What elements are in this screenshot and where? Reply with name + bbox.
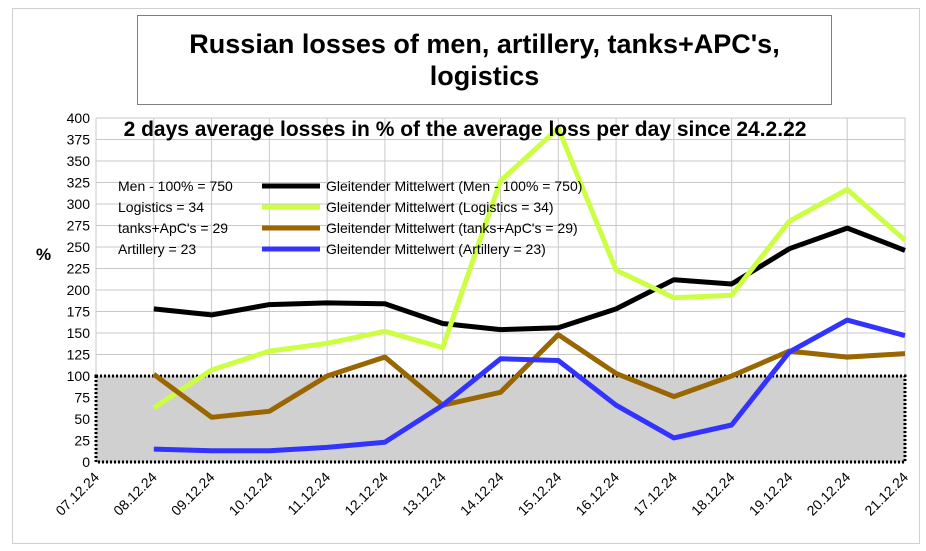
x-tick-label: 12.12.24 — [341, 469, 391, 519]
chart-subtitle: 2 days average losses in % of the averag… — [123, 118, 807, 141]
y-tick-label: 400 — [67, 110, 91, 126]
legend-entry: Gleitender Mittelwert (Men - 100% = 750) — [326, 178, 582, 194]
legend-entry: Gleitender Mittelwert (Logistics = 34) — [326, 199, 554, 215]
legend-entry: Gleitender Mittelwert (Artillery = 23) — [326, 241, 546, 257]
x-tick-label: 20.12.24 — [803, 469, 853, 519]
y-tick-label: 125 — [67, 347, 91, 363]
y-tick-label: 350 — [67, 153, 91, 169]
x-tick-label: 10.12.24 — [226, 469, 276, 519]
x-tick-label: 17.12.24 — [630, 469, 680, 519]
y-tick-label: 325 — [67, 175, 91, 191]
chart-title-box: Russian losses of men, artillery, tanks+… — [137, 15, 832, 105]
y-tick-label: 300 — [67, 196, 91, 212]
x-tick-label: 07.12.24 — [52, 469, 102, 519]
y-tick-label: 225 — [67, 261, 91, 277]
series-line-3 — [153, 317, 906, 454]
x-tick-label: 13.12.24 — [399, 469, 449, 519]
legend-note: Men - 100% = 750 — [118, 178, 233, 194]
y-tick-label: 100 — [67, 368, 91, 384]
legend-note: tanks+ApC's = 29 — [118, 220, 228, 236]
chart-title: Russian losses of men, artillery, tanks+… — [189, 29, 780, 91]
y-tick-label: 275 — [67, 218, 91, 234]
y-tick-label: 25 — [74, 433, 90, 449]
y-tick-label: 75 — [74, 390, 90, 406]
x-tick-label: 09.12.24 — [168, 469, 218, 519]
y-tick-label: 150 — [67, 325, 91, 341]
y-axis-label: % — [36, 245, 52, 264]
y-tick-label: 0 — [82, 454, 90, 470]
x-tick-label: 11.12.24 — [284, 469, 333, 518]
x-tick-label: 19.12.24 — [746, 469, 796, 519]
x-tick-label: 18.12.24 — [688, 469, 738, 519]
y-tick-label: 250 — [67, 239, 91, 255]
series-line-1 — [152, 125, 907, 410]
legend-entry: Gleitender Mittelwert (tanks+ApC's = 29) — [326, 220, 578, 236]
x-tick-label: 14.12.24 — [457, 469, 507, 519]
series-line-2 — [152, 332, 906, 420]
x-tick-label: 15.12.24 — [515, 469, 565, 519]
y-tick-label: 375 — [67, 132, 91, 148]
x-tick-label: 08.12.24 — [110, 469, 160, 519]
y-tick-label: 200 — [67, 282, 91, 298]
legend-note: Artillery = 23 — [118, 241, 196, 257]
legend-note: Logistics = 34 — [118, 199, 204, 215]
series-line-0 — [153, 225, 906, 333]
y-tick-label: 50 — [74, 411, 90, 427]
x-tick-label: 16.12.24 — [572, 469, 622, 519]
y-tick-label: 175 — [67, 304, 91, 320]
x-tick-label: 21.12.24 — [861, 469, 911, 519]
